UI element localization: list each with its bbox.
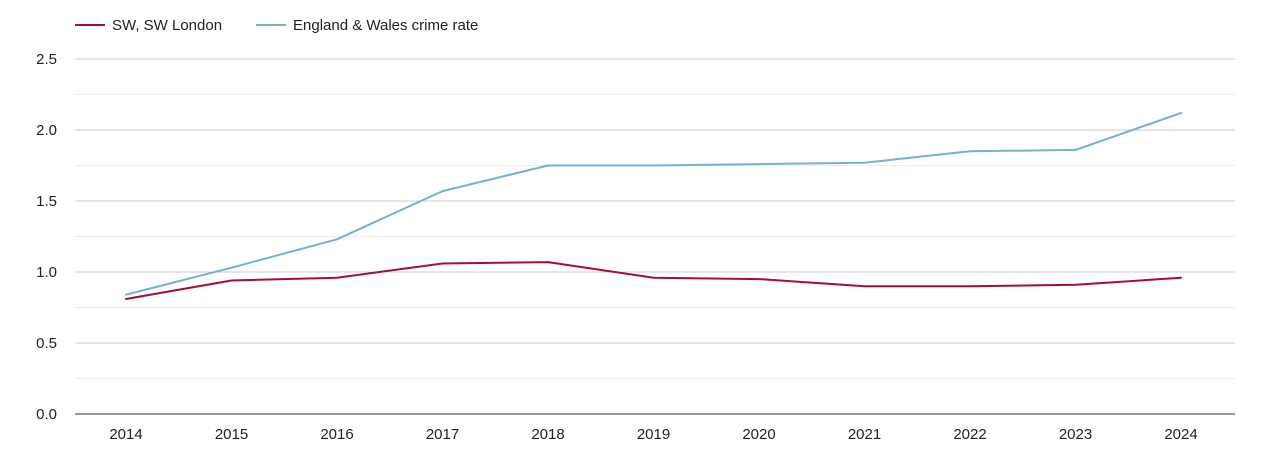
series-line-england-wales[interactable] bbox=[125, 112, 1182, 296]
data-point-england-wales[interactable] bbox=[437, 185, 449, 197]
y-tick-label: 0.0 bbox=[36, 406, 57, 423]
data-point-sw-london[interactable] bbox=[120, 293, 132, 305]
data-point-sw-london[interactable] bbox=[331, 272, 343, 284]
data-point-sw-london[interactable] bbox=[1070, 279, 1082, 291]
y-tick-label: 2.5 bbox=[36, 51, 57, 68]
x-axis: 2014 2015 2016 2017 2018 2019 2020 2021 2022 2023… bbox=[75, 413, 1235, 443]
data-point-sw-london[interactable] bbox=[1175, 272, 1187, 284]
data-point-england-wales[interactable] bbox=[331, 233, 343, 245]
data-point-sw-london[interactable] bbox=[753, 273, 765, 285]
y-axis-ticks: 0.0 0.5 1.0 1.5 2.0 2.5 bbox=[36, 51, 57, 423]
y-tick-label: 1.5 bbox=[36, 193, 57, 210]
legend: SW, SW London England & Wales crime rate bbox=[75, 17, 478, 34]
data-point-sw-london[interactable] bbox=[437, 257, 449, 269]
data-series bbox=[120, 107, 1187, 305]
legend-item-sw-london[interactable]: SW, SW London bbox=[75, 17, 222, 34]
y-tick-label: 1.0 bbox=[36, 264, 57, 281]
x-tick-label: 2015 bbox=[215, 426, 248, 443]
x-tick-label: 2024 bbox=[1164, 426, 1197, 443]
data-point-england-wales[interactable] bbox=[226, 262, 238, 274]
x-tick-label: 2018 bbox=[531, 426, 564, 443]
data-point-england-wales[interactable] bbox=[648, 160, 660, 172]
data-point-sw-london[interactable] bbox=[648, 272, 660, 284]
gridlines bbox=[75, 58, 1235, 379]
data-point-sw-london[interactable] bbox=[859, 280, 871, 292]
data-point-england-wales[interactable] bbox=[542, 160, 554, 172]
data-point-england-wales[interactable] bbox=[753, 158, 765, 170]
series-line-sw-london[interactable] bbox=[125, 261, 1182, 300]
y-tick-label: 2.0 bbox=[36, 122, 57, 139]
x-tick-label: 2016 bbox=[320, 426, 353, 443]
legend-item-england-wales[interactable]: England & Wales crime rate bbox=[256, 17, 478, 34]
legend-label-england-wales: England & Wales crime rate bbox=[293, 17, 478, 34]
data-point-sw-london[interactable] bbox=[542, 256, 554, 268]
data-point-england-wales[interactable] bbox=[964, 145, 976, 157]
x-tick-label: 2021 bbox=[848, 426, 881, 443]
x-tick-label: 2017 bbox=[426, 426, 459, 443]
data-point-england-wales[interactable] bbox=[1070, 144, 1082, 156]
y-tick-label: 0.5 bbox=[36, 335, 57, 352]
x-tick-label: 2020 bbox=[742, 426, 775, 443]
data-point-sw-london[interactable] bbox=[226, 275, 238, 287]
legend-label-sw-london: SW, SW London bbox=[112, 17, 222, 34]
x-tick-label: 2019 bbox=[637, 426, 670, 443]
data-point-england-wales[interactable] bbox=[1175, 107, 1187, 119]
data-point-sw-london[interactable] bbox=[964, 280, 976, 292]
x-tick-label: 2022 bbox=[953, 426, 986, 443]
x-tick-label: 2014 bbox=[109, 426, 142, 443]
x-tick-label: 2023 bbox=[1059, 426, 1092, 443]
data-point-england-wales[interactable] bbox=[859, 157, 871, 169]
